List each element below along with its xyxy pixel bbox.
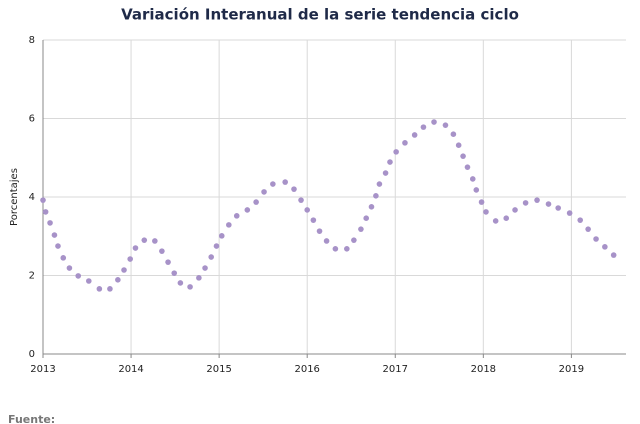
point bbox=[478, 199, 485, 205]
x-tick-label: 2015 bbox=[206, 364, 231, 375]
source: Fuente: bbox=[8, 413, 55, 424]
point bbox=[141, 237, 148, 243]
point bbox=[566, 210, 573, 216]
point bbox=[55, 243, 61, 249]
point bbox=[602, 244, 608, 250]
chart-title: Variación Interanual de la serie tendenc… bbox=[121, 6, 519, 24]
point bbox=[177, 280, 184, 286]
point bbox=[483, 209, 489, 215]
point bbox=[411, 132, 418, 138]
point bbox=[442, 122, 449, 128]
point bbox=[127, 256, 133, 262]
point bbox=[344, 246, 350, 252]
point bbox=[51, 232, 58, 238]
point bbox=[534, 197, 540, 203]
point bbox=[218, 233, 225, 239]
y-tick-label: 2 bbox=[29, 271, 35, 282]
point bbox=[121, 267, 127, 273]
point bbox=[555, 205, 561, 211]
point bbox=[42, 209, 49, 215]
point bbox=[282, 179, 288, 185]
point bbox=[132, 245, 139, 251]
point bbox=[75, 273, 82, 279]
point bbox=[159, 248, 165, 254]
point bbox=[469, 176, 476, 182]
point bbox=[460, 153, 466, 159]
point bbox=[455, 142, 462, 148]
point bbox=[298, 197, 304, 203]
x-tick-label: 2016 bbox=[294, 364, 319, 375]
point bbox=[60, 255, 67, 261]
point bbox=[66, 265, 73, 271]
point bbox=[512, 207, 518, 213]
point bbox=[152, 238, 158, 244]
point bbox=[593, 236, 599, 242]
point bbox=[492, 218, 499, 224]
point bbox=[233, 213, 240, 219]
point bbox=[545, 201, 552, 207]
point bbox=[464, 164, 471, 170]
point bbox=[332, 246, 339, 252]
x-tick-label: 2014 bbox=[118, 364, 143, 375]
y-tick-label: 4 bbox=[29, 192, 35, 203]
point bbox=[402, 140, 408, 146]
point bbox=[503, 215, 510, 221]
point bbox=[244, 207, 251, 213]
point bbox=[358, 226, 364, 232]
point bbox=[316, 228, 323, 234]
point bbox=[310, 217, 317, 223]
point bbox=[473, 187, 480, 193]
point bbox=[226, 222, 232, 228]
point bbox=[522, 200, 529, 206]
point bbox=[115, 277, 121, 283]
point bbox=[373, 193, 379, 199]
y-axis-label: Porcentajes bbox=[9, 168, 20, 226]
point bbox=[420, 124, 427, 130]
x-tick-label: 2013 bbox=[30, 364, 55, 375]
x-tick-label: 2018 bbox=[471, 364, 496, 375]
point bbox=[213, 243, 220, 249]
y-tick-label: 0 bbox=[29, 349, 35, 360]
point bbox=[253, 199, 259, 205]
point bbox=[610, 252, 617, 258]
point bbox=[261, 189, 267, 195]
point bbox=[165, 259, 171, 265]
point bbox=[171, 270, 178, 276]
point bbox=[47, 220, 53, 226]
point bbox=[270, 181, 276, 187]
x-tick-label: 2019 bbox=[559, 364, 584, 375]
point bbox=[202, 265, 208, 271]
point bbox=[351, 237, 357, 243]
point bbox=[40, 197, 46, 203]
point bbox=[450, 131, 457, 137]
point bbox=[85, 278, 92, 284]
point bbox=[291, 186, 297, 192]
y-tick-label: 6 bbox=[29, 114, 35, 125]
point bbox=[577, 217, 584, 223]
point bbox=[585, 226, 591, 232]
y-tick-label: 8 bbox=[29, 35, 35, 46]
point bbox=[187, 284, 193, 290]
point bbox=[382, 170, 389, 176]
point bbox=[208, 254, 215, 260]
point bbox=[196, 275, 202, 281]
point bbox=[368, 204, 375, 210]
x-tick-label: 2017 bbox=[383, 364, 408, 375]
point bbox=[393, 149, 399, 155]
point bbox=[376, 181, 383, 187]
point bbox=[107, 286, 113, 292]
point bbox=[387, 159, 393, 165]
point bbox=[304, 207, 310, 213]
point bbox=[431, 119, 437, 125]
point bbox=[96, 286, 103, 292]
point bbox=[363, 215, 370, 221]
point bbox=[323, 238, 330, 244]
